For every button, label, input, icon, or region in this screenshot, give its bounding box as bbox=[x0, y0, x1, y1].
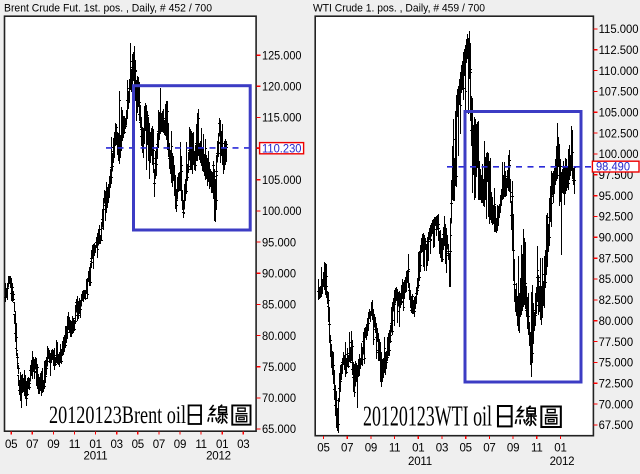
svg-text:2012: 2012 bbox=[206, 451, 231, 463]
svg-text:07: 07 bbox=[341, 443, 353, 455]
svg-text:07: 07 bbox=[153, 439, 165, 451]
svg-text:112.500: 112.500 bbox=[599, 43, 639, 57]
svg-text:03: 03 bbox=[110, 439, 122, 451]
svg-text:09: 09 bbox=[507, 443, 519, 455]
svg-text:07: 07 bbox=[483, 443, 495, 455]
svg-text:120.000: 120.000 bbox=[262, 80, 302, 94]
svg-text:11: 11 bbox=[389, 443, 401, 455]
svg-text:01: 01 bbox=[216, 439, 228, 451]
svg-text:11: 11 bbox=[531, 443, 543, 455]
svg-text:98.490: 98.490 bbox=[596, 160, 630, 174]
svg-text:125.000: 125.000 bbox=[262, 48, 302, 62]
svg-text:09: 09 bbox=[365, 443, 377, 455]
svg-text:82.500: 82.500 bbox=[599, 293, 634, 307]
svg-text:20120123Brent oil: 20120123Brent oil bbox=[49, 402, 186, 429]
svg-text:110.230: 110.230 bbox=[262, 141, 302, 155]
svg-text:70.000: 70.000 bbox=[599, 397, 634, 411]
svg-text:87.500: 87.500 bbox=[599, 251, 634, 265]
svg-text:09: 09 bbox=[174, 439, 186, 451]
svg-text:85.000: 85.000 bbox=[262, 298, 296, 312]
svg-text:05: 05 bbox=[317, 443, 329, 455]
svg-text:80.000: 80.000 bbox=[262, 329, 296, 343]
svg-text:05: 05 bbox=[459, 443, 471, 455]
svg-text:77.500: 77.500 bbox=[599, 335, 634, 349]
svg-text:09: 09 bbox=[47, 439, 59, 451]
svg-text:65.000: 65.000 bbox=[262, 422, 296, 436]
svg-text:2012: 2012 bbox=[550, 456, 575, 468]
svg-text:72.500: 72.500 bbox=[599, 377, 634, 391]
svg-text:03: 03 bbox=[436, 443, 448, 455]
svg-text:92.500: 92.500 bbox=[599, 210, 634, 224]
svg-text:05: 05 bbox=[132, 439, 144, 451]
svg-text:80.000: 80.000 bbox=[599, 314, 634, 328]
svg-text:100.000: 100.000 bbox=[262, 204, 302, 218]
svg-text:105.000: 105.000 bbox=[262, 173, 302, 187]
svg-text:01: 01 bbox=[89, 439, 101, 451]
svg-text:01: 01 bbox=[554, 443, 566, 455]
svg-text:70.000: 70.000 bbox=[262, 391, 296, 405]
svg-text:115.000: 115.000 bbox=[599, 22, 639, 36]
svg-text:107.500: 107.500 bbox=[599, 85, 639, 99]
svg-text:115.000: 115.000 bbox=[262, 111, 302, 125]
svg-text:95.000: 95.000 bbox=[262, 235, 296, 249]
svg-text:67.500: 67.500 bbox=[599, 418, 634, 432]
svg-text:85.000: 85.000 bbox=[599, 272, 634, 286]
svg-text:90.000: 90.000 bbox=[262, 266, 296, 280]
svg-text:Brent Crude Fut. 1st. pos. , D: Brent Crude Fut. 1st. pos. , Daily, # 45… bbox=[4, 3, 212, 15]
svg-text:102.500: 102.500 bbox=[599, 126, 639, 140]
svg-text:WTI Crude 1. pos. , Daily, # 4: WTI Crude 1. pos. , Daily, # 459 / 700 bbox=[313, 3, 485, 15]
svg-text:75.000: 75.000 bbox=[599, 356, 634, 370]
svg-text:110.000: 110.000 bbox=[599, 64, 639, 78]
svg-text:11: 11 bbox=[69, 439, 81, 451]
svg-text:11: 11 bbox=[195, 439, 207, 451]
svg-text:2011: 2011 bbox=[84, 451, 108, 463]
svg-text:95.000: 95.000 bbox=[599, 189, 634, 203]
svg-text:90.000: 90.000 bbox=[599, 231, 634, 245]
svg-text:100.000: 100.000 bbox=[599, 147, 639, 161]
svg-text:05: 05 bbox=[5, 439, 17, 451]
svg-text:03: 03 bbox=[237, 439, 249, 451]
svg-text:105.000: 105.000 bbox=[599, 106, 639, 120]
svg-text:75.000: 75.000 bbox=[262, 360, 296, 374]
svg-text:2011: 2011 bbox=[408, 456, 432, 468]
svg-text:01: 01 bbox=[412, 443, 424, 455]
svg-text:20120123WTI oil: 20120123WTI oil bbox=[363, 402, 492, 433]
svg-text:07: 07 bbox=[26, 439, 38, 451]
